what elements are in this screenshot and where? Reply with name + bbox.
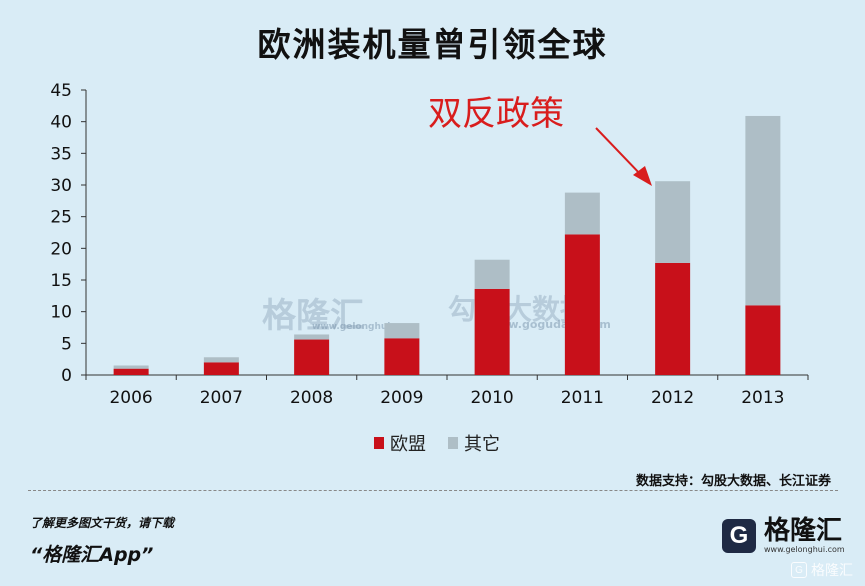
bar-other-2013 — [745, 115, 781, 306]
footer-divider — [28, 490, 838, 491]
y-tick-label: 30 — [50, 176, 72, 196]
x-axis: 2006 2007 2008 2009 2010 2011 2012 2013 — [85, 374, 809, 408]
bar-other-2009 — [384, 323, 420, 339]
x-tick-label: 2009 — [380, 388, 423, 408]
bar-eu-2011 — [564, 234, 600, 375]
y-tick-label: 20 — [50, 239, 72, 259]
source-note: 数据支持：勾股大数据、长江证券 — [635, 474, 831, 489]
bar-other-2008 — [294, 334, 330, 340]
brand-name: 格隆汇 — [764, 516, 843, 546]
bar-eu-2008 — [294, 339, 330, 375]
bar-other-2010 — [474, 259, 510, 289]
brand-url: www.gelonghui.com — [764, 545, 845, 554]
bar-other-2011 — [564, 192, 600, 235]
y-tick-label: 0 — [61, 366, 72, 386]
bar-eu-2009 — [384, 338, 420, 375]
corner-watermark-text: 格隆汇 — [811, 563, 853, 579]
y-tick-label: 40 — [50, 113, 72, 133]
corner-watermark: G 格隆汇 — [791, 560, 853, 580]
x-tick-label: 2011 — [561, 388, 604, 408]
y-tick-label: 10 — [50, 303, 72, 323]
x-tick-label: 2006 — [109, 388, 152, 408]
bar-eu-2013 — [745, 305, 781, 375]
legend-label-other: 其它 — [464, 434, 500, 455]
watermark-gelonghui-url: www.gelonghui.com — [312, 322, 415, 332]
legend-label-eu: 欧盟 — [390, 434, 426, 455]
footer-app-name: “格隆汇App” — [30, 544, 154, 566]
footer-note: 了解更多图文干货，请下载 — [30, 516, 175, 530]
legend-item-eu: 欧盟 — [374, 430, 426, 456]
y-tick-label: 15 — [50, 271, 72, 291]
x-tick-label: 2007 — [200, 388, 243, 408]
x-tick-label: 2013 — [741, 388, 784, 408]
y-tick-label: 25 — [50, 208, 72, 228]
y-axis: 0 5 10 15 20 25 30 35 40 45 — [50, 81, 87, 386]
bar-eu-2012 — [655, 262, 691, 375]
watermark-gelonghui: 格隆汇 — [262, 296, 364, 336]
bar-eu-2010 — [474, 288, 510, 375]
bar-other-2012 — [655, 181, 691, 263]
legend: 欧盟 其它 — [374, 430, 522, 456]
bar-other-2006 — [113, 365, 149, 369]
annotation-label: 双反政策 — [428, 94, 564, 134]
annotation-arrow — [595, 127, 652, 186]
legend-item-other: 其它 — [448, 430, 500, 456]
y-tick-label: 5 — [61, 334, 72, 354]
bar-eu-2007 — [203, 362, 239, 375]
watermark-gogudata: 勾股大数据 — [448, 293, 589, 326]
brand-logo-icon: G — [722, 518, 756, 553]
corner-watermark-icon: G — [791, 562, 807, 578]
x-tick-label: 2012 — [651, 388, 694, 408]
bars — [113, 115, 781, 375]
legend-swatch-eu — [374, 437, 384, 449]
x-tick-label: 2008 — [290, 388, 333, 408]
y-tick-label: 35 — [50, 144, 72, 164]
bar-eu-2006 — [113, 368, 149, 375]
legend-swatch-other — [448, 437, 458, 449]
y-tick-label: 45 — [50, 81, 72, 101]
chart-title: 欧洲装机量曾引领全球 — [257, 25, 608, 64]
x-tick-label: 2010 — [470, 388, 513, 408]
bar-other-2007 — [203, 357, 239, 363]
brand-logo-block: G 格隆汇 www.gelonghui.com — [722, 517, 845, 554]
